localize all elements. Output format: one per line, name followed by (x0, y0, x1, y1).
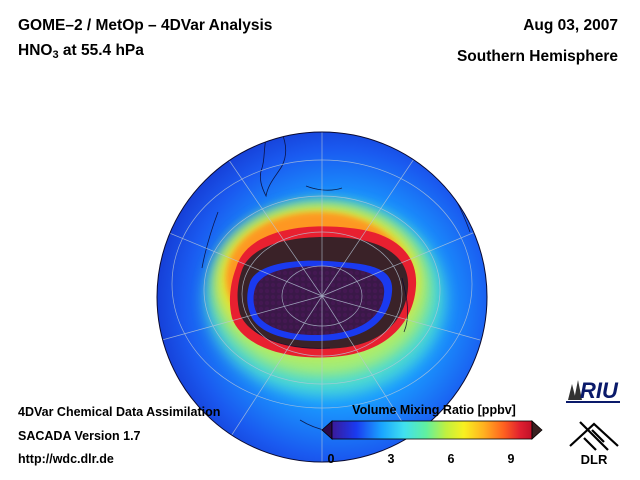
meridian (161, 295, 323, 341)
species-subscript: 3 (52, 49, 59, 61)
meridian (161, 229, 323, 297)
colorbar-tick: 3 (387, 452, 395, 466)
south-america-coast (259, 132, 286, 198)
colorbar-tick: 9 (507, 452, 515, 466)
pressure-level: at 55.4 hPa (58, 42, 144, 59)
hemisphere-label: Southern Hemisphere (456, 48, 618, 65)
cathedral-spire-icon (574, 380, 582, 400)
globe-outline (156, 131, 488, 463)
analysis-date: Aug 03, 2007 (523, 17, 618, 34)
footer-url[interactable]: http://wdc.dlr.de (18, 452, 114, 466)
colorbar-over-arrow (531, 420, 543, 440)
figure-title: GOME–2 / MetOp – 4DVar Analysis (18, 17, 273, 34)
dlr-logo: DLR (562, 412, 626, 473)
colorbar-title: Volume Mixing Ratio [ppbv] (352, 403, 516, 417)
riu-logo: RIU (562, 370, 626, 411)
logo-underline (566, 401, 620, 403)
meridian (221, 295, 323, 451)
species-level-label: HNO3 at 55.4 hPa (18, 42, 144, 61)
globe (157, 132, 487, 462)
antarctic-coast-east (401, 277, 408, 333)
species-name: HNO (18, 42, 53, 59)
footer-version: SACADA Version 1.7 (18, 429, 141, 443)
antarctic-coast-south (253, 329, 331, 349)
cathedral-spire-icon (568, 384, 576, 400)
dlr-emblem-icon (569, 421, 619, 451)
meridian (221, 149, 323, 297)
colorbar-tick: 0 (327, 452, 335, 466)
colorbar (321, 420, 543, 440)
meridian (321, 229, 481, 297)
dlr-logo-text: DLR (581, 452, 608, 467)
meridian (321, 295, 481, 341)
graticule (161, 132, 481, 462)
peninsula-coast (305, 185, 343, 191)
colorbar-tick: 6 (447, 452, 455, 466)
meridian (321, 149, 421, 297)
pacific-coast (201, 211, 219, 269)
colorbar-gradient (331, 420, 533, 440)
riu-logo-text: RIU (580, 378, 619, 403)
footer-method: 4DVar Chemical Data Assimilation (18, 405, 221, 419)
